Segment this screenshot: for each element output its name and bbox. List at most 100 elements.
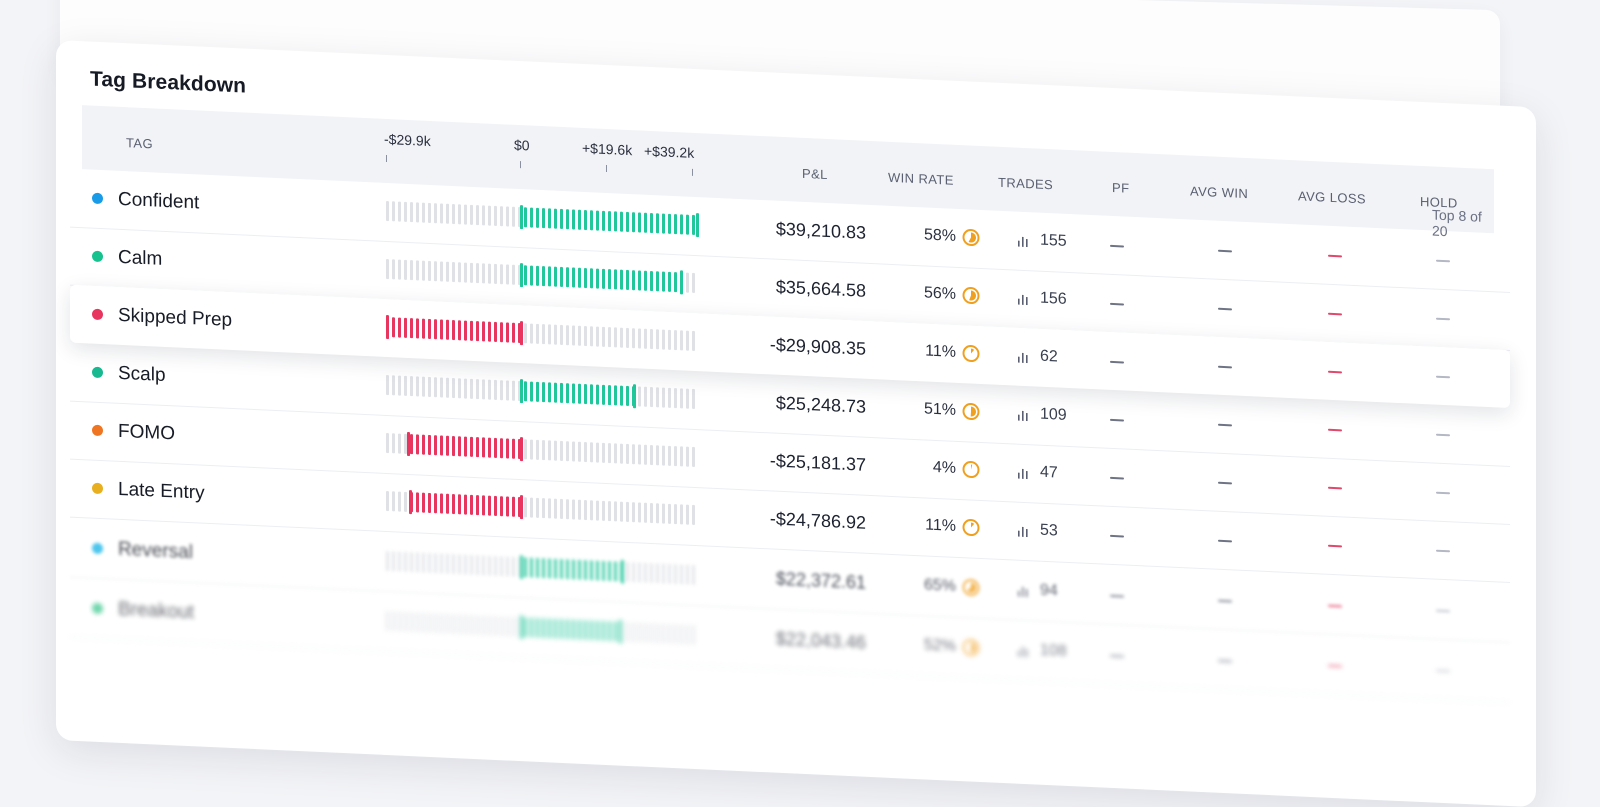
- pnl-bar-fill-segment: [680, 214, 683, 235]
- pnl-bar-track-segment: [650, 622, 653, 644]
- table-row[interactable]: Late Entry -$24,786.92 11% 53: [70, 458, 1510, 584]
- table-row[interactable]: Confident $39,210.83 58% 155: [70, 168, 1510, 294]
- pnl-bar-track-segment: [572, 325, 575, 346]
- table-row[interactable]: Skipped Prep -$29,908.35 11% 62: [70, 284, 1510, 409]
- pnl-bar-track-segment: [608, 501, 611, 522]
- pnl-value: $39,210.83: [775, 218, 866, 243]
- pnl-bar-fill-segment: [650, 212, 653, 234]
- pnl-bar-track-segment: [386, 258, 389, 280]
- pnl-bar-fill-segment: [638, 212, 641, 233]
- pnl-bar-fill-segment: [596, 210, 599, 231]
- pnl-bar-track-segment: [692, 624, 695, 646]
- pnl-bar-end-marker: [633, 384, 636, 409]
- pnl-bar-track-segment: [674, 330, 677, 351]
- pnl-bar-track-segment: [452, 203, 455, 225]
- pnl-bar-track-segment: [686, 388, 689, 409]
- pnl-bar-fill-segment: [524, 557, 527, 578]
- pnl-bar-fill-segment: [500, 438, 503, 459]
- pnl-bar-fill-segment: [494, 437, 497, 459]
- column-header-avg-win[interactable]: AVG WIN: [1190, 183, 1249, 202]
- pnl-bar-track-segment: [488, 615, 491, 636]
- pnl-bar-fill-segment: [566, 209, 569, 230]
- pnl-bar-fill-segment: [428, 318, 431, 340]
- win-rate-pie-icon: [962, 519, 980, 537]
- table-row[interactable]: Calm $35,664.58 56% 156: [70, 226, 1510, 352]
- pnl-bar-fill-segment: [584, 383, 587, 405]
- axis-min-tick: [386, 154, 387, 163]
- pnl-bar-track-segment: [494, 263, 497, 285]
- pf-value: [1110, 654, 1124, 658]
- pnl-bar-fill-segment: [614, 211, 617, 232]
- column-header-avg-loss[interactable]: AVG LOSS: [1298, 188, 1366, 207]
- pnl-bar-fill-segment: [452, 435, 455, 457]
- pnl-bar-fill-segment: [596, 620, 599, 641]
- pnl-bar-fill-segment: [578, 559, 581, 580]
- pnl-bar-fill-segment: [470, 436, 473, 457]
- pnl-bar-fill-segment: [578, 619, 581, 640]
- pnl-bar-track-segment: [662, 445, 665, 466]
- pnl-bar-fill-segment: [662, 271, 665, 292]
- pf-value: [1110, 534, 1124, 538]
- pnl-bar-fill-segment: [422, 492, 425, 513]
- pnl-bar-track-segment: [644, 502, 647, 523]
- trades-count: 108: [1040, 641, 1067, 660]
- pnl-bar-fill-segment: [614, 561, 617, 582]
- pnl-bar-fill-segment: [530, 557, 533, 578]
- pnl-bar-fill-segment: [446, 319, 449, 340]
- pnl-bar-fill-segment: [488, 321, 491, 342]
- pnl-bar-fill-segment: [614, 269, 617, 290]
- pnl-bar-track-segment: [662, 563, 665, 584]
- pnl-bar-zero-marker: [520, 321, 523, 346]
- pnl-bar-track-segment: [446, 377, 449, 398]
- pnl-bar-track-segment: [392, 375, 395, 396]
- pnl-bar-track-segment: [404, 611, 407, 632]
- pnl-bar-track-segment: [458, 262, 461, 283]
- pnl-bar-fill-segment: [608, 561, 611, 582]
- column-header-pf[interactable]: PF: [1112, 179, 1130, 196]
- pnl-bar-track-segment: [464, 378, 467, 399]
- pnl-bar-fill-segment: [440, 435, 443, 456]
- pnl-bar-track-segment: [488, 263, 491, 284]
- avg-loss-value: [1328, 486, 1342, 490]
- pnl-bar-fill-segment: [536, 617, 539, 638]
- table-row[interactable]: Scalp $25,248.73 51% 109: [70, 342, 1510, 468]
- pnl-bar-track-segment: [434, 203, 437, 224]
- pnl-bar-track-segment: [458, 554, 461, 575]
- avg-win-value: [1218, 249, 1232, 253]
- pnl-bar-fill-segment: [566, 619, 569, 640]
- pnl-bar-track-segment: [506, 616, 509, 637]
- win-rate-value: 56%: [923, 284, 956, 303]
- pnl-bar-fill-segment: [416, 318, 419, 339]
- table-row[interactable]: Reversal $22,372.61 65% 94: [70, 518, 1510, 644]
- pnl-bar-fill-segment: [434, 319, 437, 340]
- pnl-bar-zero-marker: [520, 615, 523, 640]
- pnl-bar-fill-segment: [578, 209, 581, 230]
- column-header-trades[interactable]: TRADES: [998, 174, 1054, 193]
- pnl-bar-track-segment: [470, 204, 473, 225]
- pnl-bar-fill-segment: [476, 321, 479, 342]
- pnl-bar-track-segment: [686, 564, 689, 585]
- table-row[interactable]: FOMO -$25,181.37 4% 47: [70, 400, 1510, 526]
- column-header-win-rate[interactable]: WIN RATE: [888, 169, 954, 188]
- column-header-tag[interactable]: TAG: [126, 135, 153, 152]
- pnl-bar-fill-segment: [578, 383, 581, 404]
- pnl-bar-track-segment: [602, 500, 605, 521]
- pnl-bar-fill-segment: [590, 268, 593, 289]
- pnl-bar-track-segment: [692, 564, 695, 586]
- pnl-bar-fill-segment: [458, 436, 461, 457]
- pnl-bar-track-segment: [428, 552, 431, 574]
- win-rate-pie-icon: [962, 579, 980, 597]
- pnl-bar-fill-segment: [416, 434, 419, 455]
- pnl-bar: [386, 610, 696, 646]
- pnl-bar-track-segment: [668, 329, 671, 350]
- pnl-bar-fill-segment: [632, 212, 635, 233]
- table-row[interactable]: Breakout $22,043.46 52% 108: [70, 578, 1510, 704]
- pnl-bar-track-segment: [416, 612, 419, 633]
- pnl-bar-fill-segment: [560, 208, 563, 230]
- hold-value: [1436, 259, 1450, 263]
- pnl-bar-fill-segment: [596, 268, 599, 289]
- pnl-bar-fill-segment: [590, 620, 593, 641]
- pnl-bar-track-segment: [596, 442, 599, 463]
- column-header-pnl[interactable]: P&L: [802, 165, 828, 183]
- tag-color-dot: [92, 482, 103, 495]
